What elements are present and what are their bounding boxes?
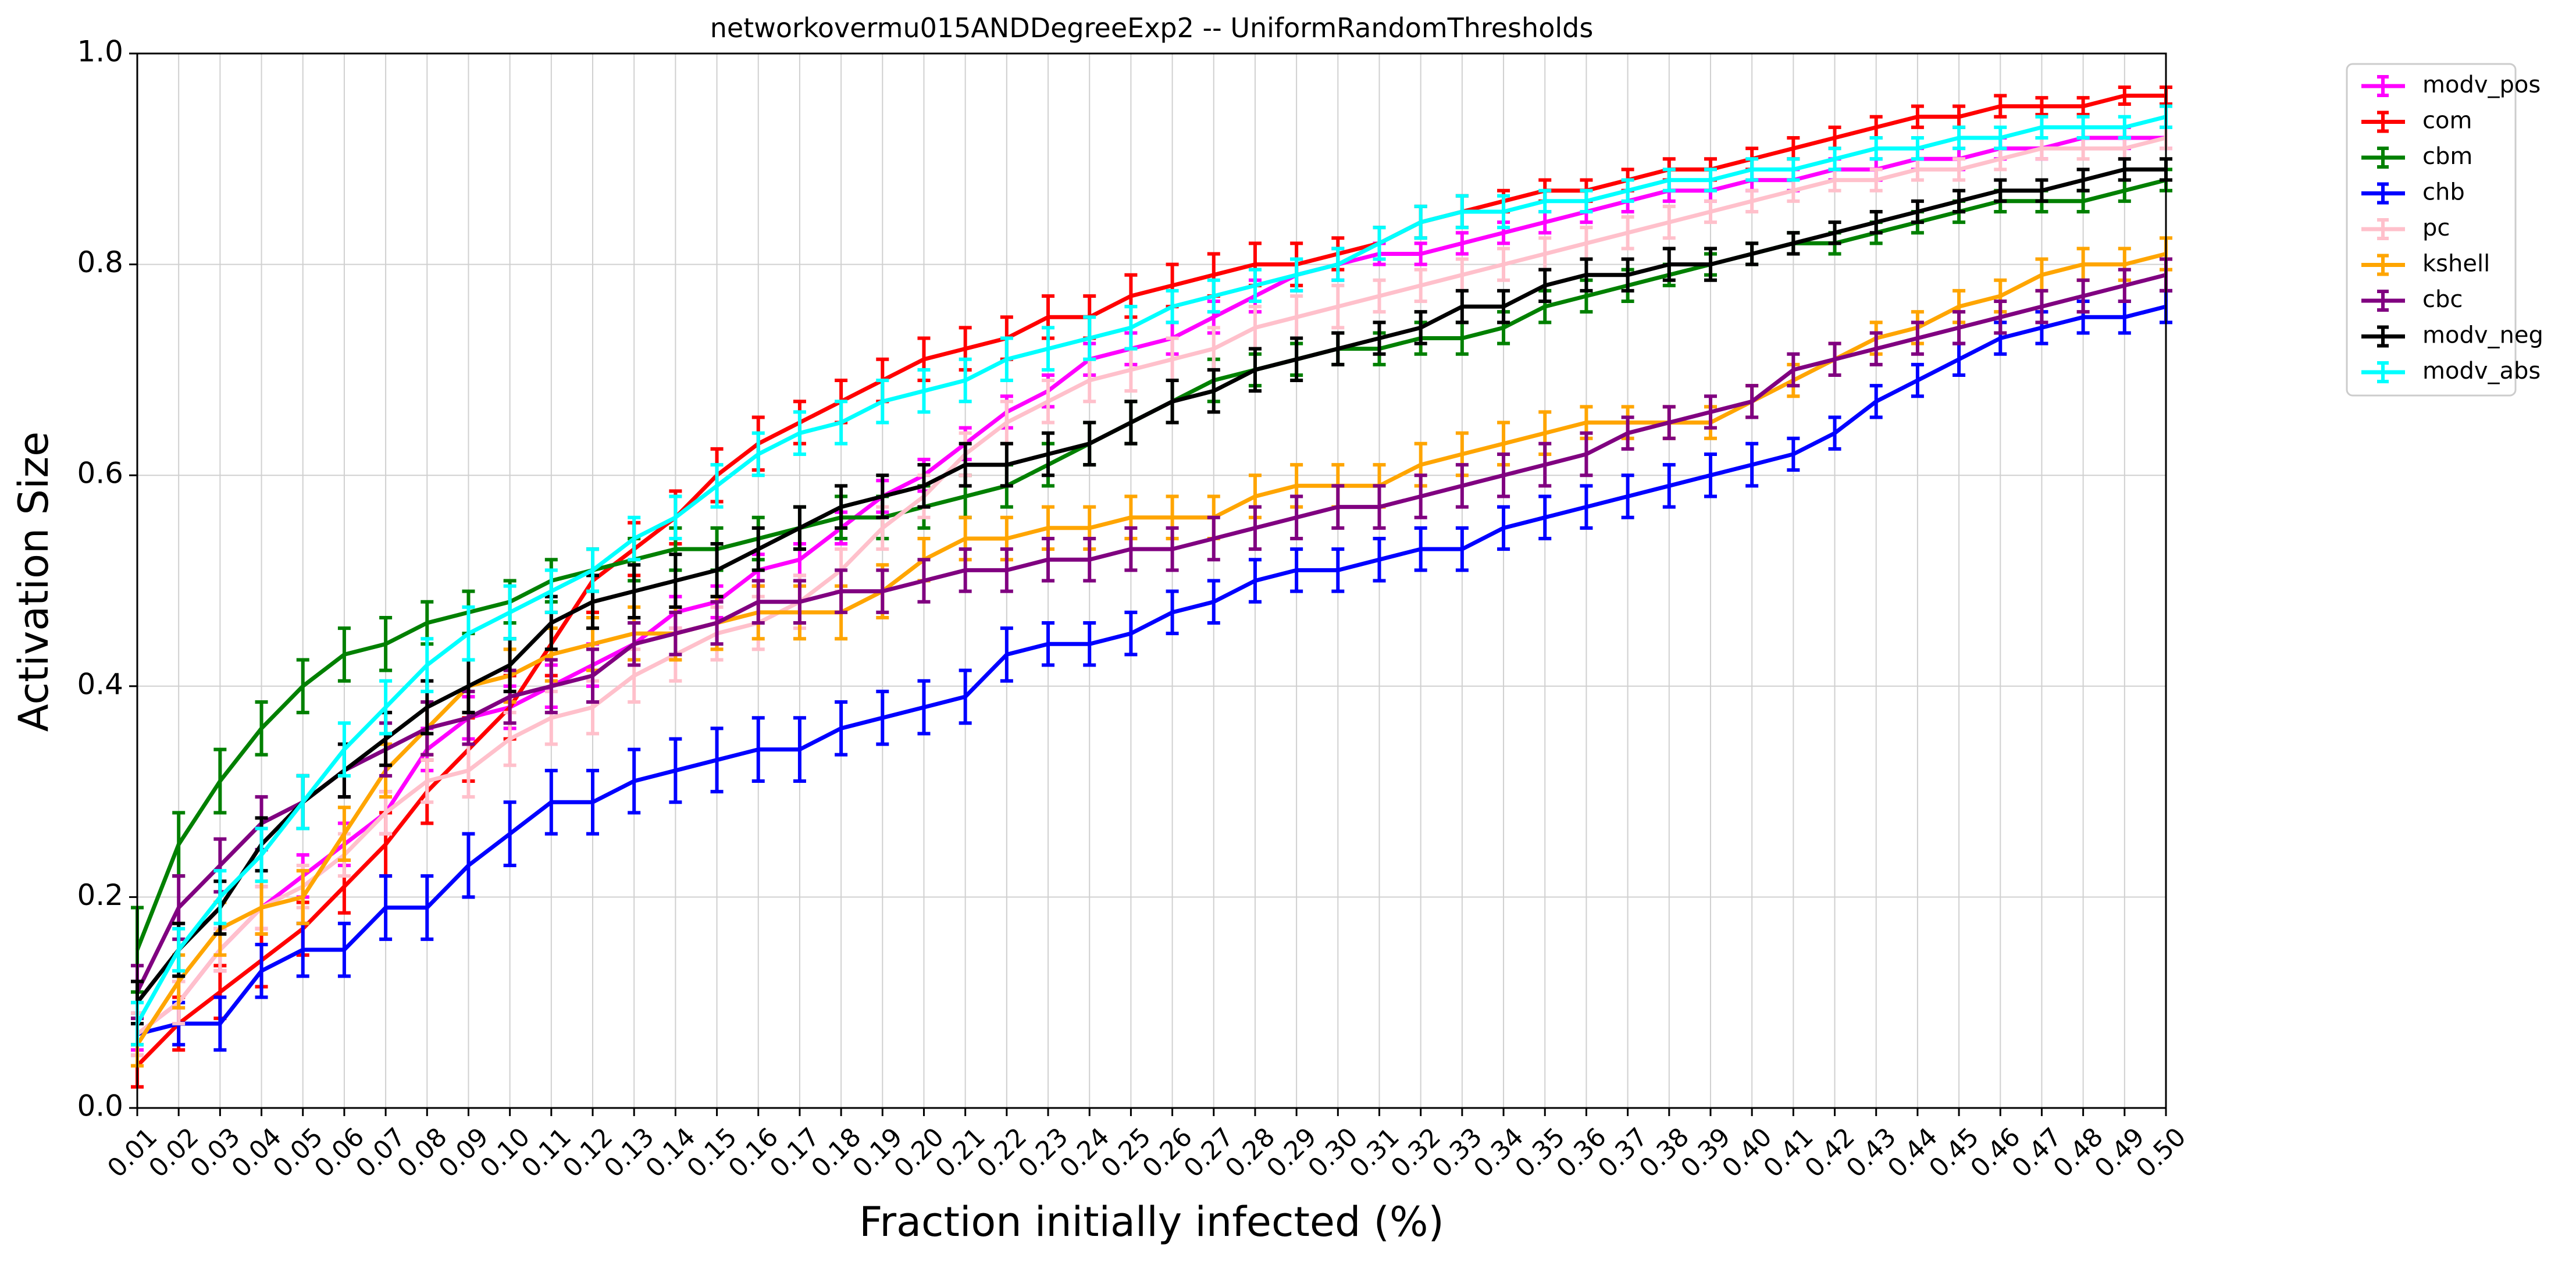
legend-item-modv_abs: modv_abs <box>2361 358 2541 384</box>
legend-label: kshell <box>2422 251 2490 277</box>
legend-item-com: com <box>2361 108 2472 134</box>
y-tick-label: 0.6 <box>77 457 123 490</box>
y-axis: 0.0 0.2 0.4 0.6 0.8 1.0 <box>77 35 137 1123</box>
chart-title: networkovermu015ANDDegreeExp2 -- Uniform… <box>710 12 1594 44</box>
series-layer <box>131 85 2172 1089</box>
legend-item-cbm: cbm <box>2361 143 2472 170</box>
series-line <box>137 304 2167 1036</box>
legend-label: pc <box>2422 215 2450 241</box>
legend-label: cbm <box>2422 143 2472 170</box>
legend-item-cbc: cbc <box>2361 286 2463 313</box>
series-line <box>136 94 2166 1067</box>
legend-label: modv_abs <box>2422 358 2541 384</box>
legend-label: cbc <box>2422 286 2463 313</box>
legend-label: com <box>2422 108 2472 134</box>
legend-item-modv_pos: modv_pos <box>2361 72 2541 98</box>
legend-box <box>2346 63 2517 397</box>
y-axis-label: Activation Size <box>10 432 58 732</box>
legend-item-pc: pc <box>2361 215 2450 241</box>
series-line <box>136 167 2166 1004</box>
legend-item-kshell: kshell <box>2361 251 2490 277</box>
y-tick-label: 0.2 <box>77 878 123 912</box>
legend-label: modv_neg <box>2422 322 2543 349</box>
plot-frame <box>136 52 2167 1109</box>
legend-label: chb <box>2422 179 2465 206</box>
legend-label: modv_pos <box>2422 72 2541 98</box>
y-tick-label: 0.8 <box>77 245 123 279</box>
x-axis-label: Fraction initially infected (%) <box>859 1198 1444 1246</box>
y-tick-label: 1.0 <box>77 35 123 69</box>
y-tick-label: 0.4 <box>77 667 123 701</box>
series-line <box>136 136 2167 1036</box>
legend-item-chb: chb <box>2361 179 2465 206</box>
series-line <box>135 273 2167 993</box>
y-tick-label: 0.0 <box>77 1089 123 1123</box>
legend-item-modv_neg: modv_neg <box>2361 322 2543 349</box>
series-modv_abs <box>131 104 2172 1047</box>
series-line <box>135 115 2167 1025</box>
